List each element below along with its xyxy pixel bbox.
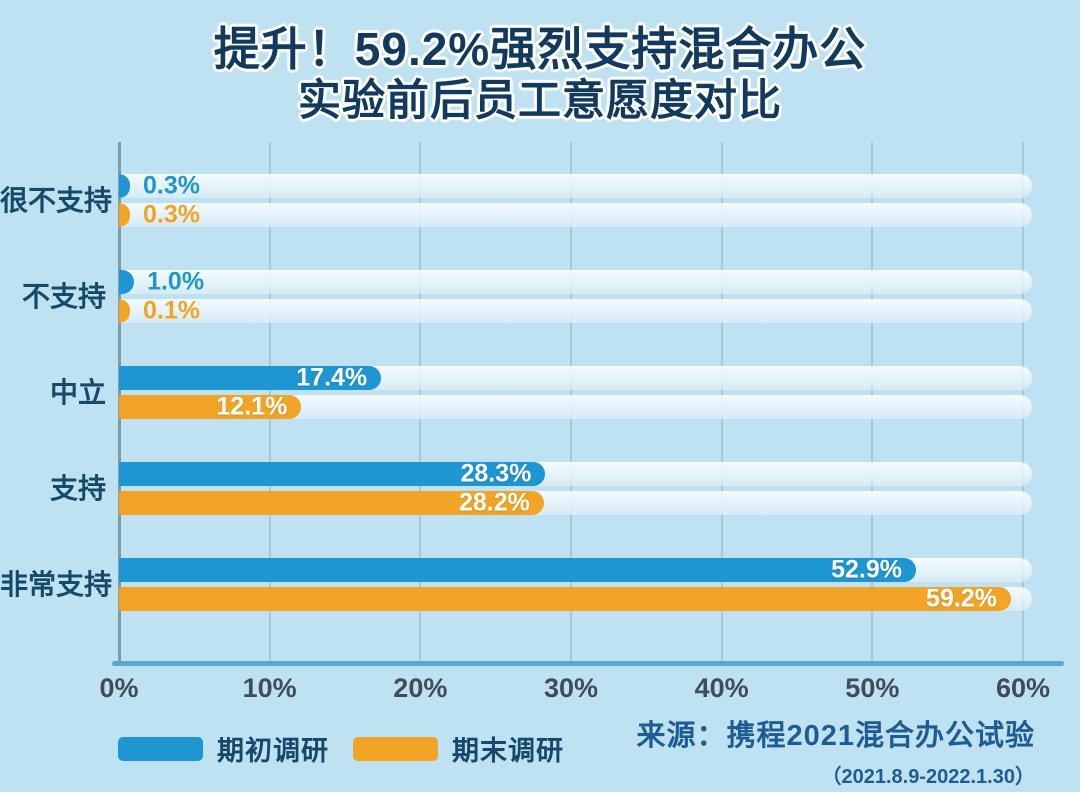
x-axis-tick-labels: 0% 10% 20% 30% 40% 50% 60% [99, 673, 1050, 707]
tick-label-40%: 40% [694, 673, 749, 703]
legend-label-final-survey: 期末调研 [452, 736, 564, 766]
tick-label-30%: 30% [543, 673, 599, 703]
chart-title-line1: 提升！59.2%强烈支持混合办公 [213, 23, 867, 75]
tick-label-50%: 50% [845, 673, 900, 703]
legend: 期初调研 期末调研 [118, 729, 564, 768]
category-label-2: 不支持 [21, 281, 106, 312]
bar-group-1: 0.3% 0.3% [119, 171, 1032, 229]
bar-期初调研-中立: 17.4% [119, 363, 382, 392]
bar-row: 1.0% [119, 267, 1032, 296]
bar-track [119, 299, 1032, 323]
bar-value-label: 0.3% [143, 200, 200, 229]
bar-track [119, 203, 1032, 227]
bar-value-label: 0.3% [143, 171, 200, 200]
bar-期初调研-很不支持 [119, 174, 130, 198]
bar-row: 0.3% [119, 171, 1032, 200]
bar-row: 52.9% [119, 555, 1032, 584]
bar-期末调研-非常支持: 59.2% [119, 584, 1011, 613]
tick-label-0%: 0% [99, 673, 139, 703]
bar-value-label: 1.0% [147, 267, 205, 296]
bar-group-5: 52.9% 59.2% [119, 555, 1032, 613]
bar-期末调研-中立: 12.1% [119, 392, 302, 421]
category-label-4: 支持 [49, 473, 106, 504]
chart-title: 提升！59.2%强烈支持混合办公 实验前后员工意愿度对比 [0, 22, 1080, 127]
legend-item-final-survey: 期末调研 [353, 729, 564, 768]
bar-value-label: 52.9% [831, 555, 903, 584]
bar-value-label: 0.1% [143, 296, 200, 325]
legend-swatch-orange [353, 736, 438, 761]
bar-group-4: 28.3% 28.2% [119, 459, 1032, 517]
bar-期末调研-很不支持 [119, 203, 130, 227]
bar-value-label: 28.3% [460, 459, 532, 488]
bar-期末调研-支持: 28.2% [119, 488, 544, 517]
category-label-3: 中立 [49, 377, 106, 408]
source-text: 来源：携程2021混合办公试验 [636, 720, 1035, 752]
bar-value-label: 28.2% [458, 488, 530, 517]
legend-label-initial-survey: 期初调研 [217, 736, 329, 766]
bar-期初调研-非常支持: 52.9% [119, 555, 917, 584]
legend-swatch-blue [118, 736, 203, 761]
bar-value-label: 59.2% [926, 584, 997, 613]
tick-label-20%: 20% [393, 673, 448, 703]
bar-期初调研-支持: 28.3% [119, 459, 546, 488]
source-date-range: （2021.8.9-2022.1.30） [821, 766, 1036, 788]
bar-期末调研-不支持 [119, 299, 130, 323]
tick-label-60%: 60% [995, 673, 1051, 703]
bar-row: 17.4% [119, 363, 1032, 392]
bar-row: 59.2% [119, 584, 1032, 613]
category-axis: 很不支持不支持中立支持非常支持 [0, 142, 113, 666]
chart-title-line2: 实验前后员工意愿度对比 [298, 77, 782, 126]
plot-area: 0.3% 0.3% 1.0% 0.1% 17.4% 12.1% 28.3% 28.2% 52.9… [118, 142, 1032, 666]
tick-label-10%: 10% [242, 673, 297, 703]
x-axis-line [112, 661, 1064, 666]
bar-row: 28.2% [119, 488, 1032, 517]
bar-track [119, 270, 1032, 294]
bar-期初调研-不支持 [119, 270, 135, 294]
bar-group-3: 17.4% 12.1% [119, 363, 1032, 421]
legend-item-initial-survey: 期初调研 [118, 729, 329, 768]
category-label-5: 非常支持 [0, 569, 113, 600]
bar-row: 0.1% [119, 296, 1032, 325]
bar-row: 12.1% [119, 392, 1032, 421]
bar-row: 28.3% [119, 459, 1032, 488]
category-label-1: 很不支持 [0, 185, 113, 216]
bar-row: 0.3% [119, 200, 1032, 229]
bar-value-label: 12.1% [216, 392, 288, 421]
source-attribution: 来源：携程2021混合办公试验 （2021.8.9-2022.1.30） [636, 712, 1035, 789]
bar-group-2: 1.0% 0.1% [119, 267, 1032, 325]
bar-value-label: 17.4% [296, 363, 368, 392]
bar-track [119, 174, 1032, 198]
